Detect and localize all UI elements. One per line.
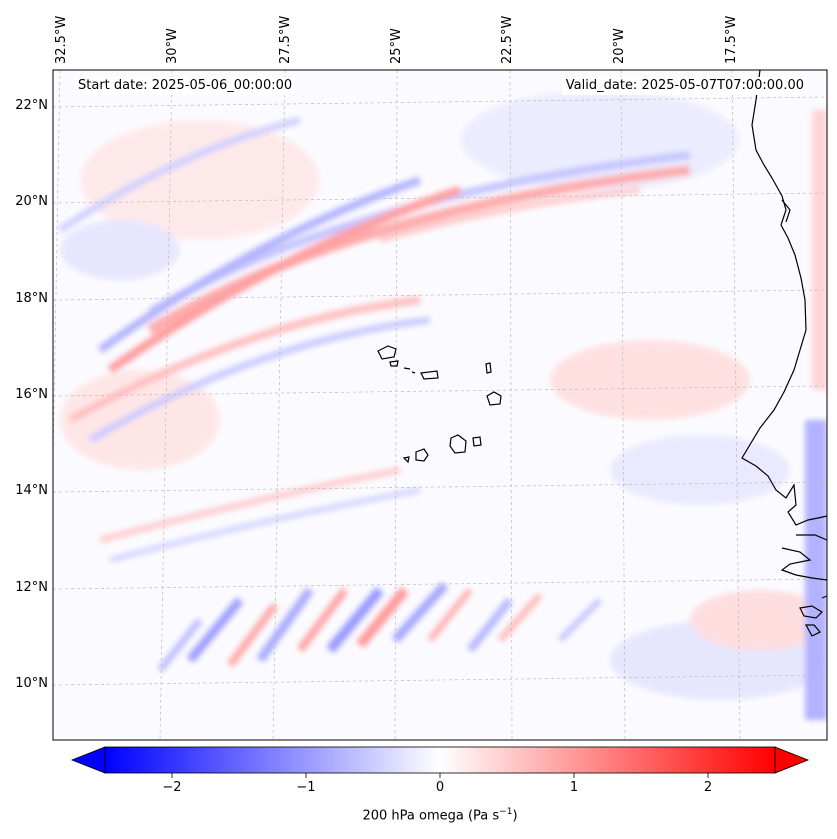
lat-label-12n: 12°N: [15, 580, 48, 595]
lat-label-20n: 20°N: [15, 194, 48, 209]
lat-label-14n: 14°N: [15, 483, 48, 498]
graticule: [53, 70, 827, 740]
african-coastline: [741, 69, 828, 637]
lon-label-27-5w: 27.5°W: [278, 15, 293, 64]
colorbar-gradient: [104, 746, 776, 774]
colorbar-tick-0: 0: [435, 780, 445, 795]
colorbar-title-text: 200 hPa omega (Pa s: [362, 808, 500, 824]
lon-label-32-5w: 32.5°W: [54, 15, 69, 64]
colorbar-tick-minus-2: −2: [162, 780, 182, 795]
colorbar-min-extend: [70, 746, 106, 774]
colorbar-title: 200 hPa omega (Pa s−1): [0, 807, 837, 823]
lat-label-16n: 16°N: [15, 387, 48, 402]
colorbar-tick-2: 2: [703, 780, 713, 795]
lon-label-17-5w: 17.5°W: [724, 15, 739, 64]
lat-label-22n: 22°N: [15, 98, 48, 113]
lon-label-30w: 30°W: [165, 28, 180, 64]
lon-label-25w: 25°W: [389, 28, 404, 64]
lat-label-18n: 18°N: [15, 291, 48, 306]
colorbar-tick-1: 1: [569, 780, 579, 795]
map-frame: [52, 69, 828, 741]
start-date-label: Start date: 2025-05-06_00:00:00: [74, 77, 297, 95]
colorbar-title-superscript: −1: [499, 807, 513, 817]
lon-label-22-5w: 22.5°W: [500, 15, 515, 64]
cape-verde-islands: [377, 345, 502, 464]
colorbar-tick-minus-1: −1: [296, 780, 316, 795]
colorbar-max-extend: [774, 746, 810, 774]
colorbar-title-suffix: ): [512, 808, 518, 824]
colorbar: [70, 746, 810, 778]
lat-label-10n: 10°N: [15, 676, 48, 691]
valid-date-label: Valid_date: 2025-05-07T07:00:00.00: [561, 77, 808, 95]
omega-field: [58, 90, 827, 720]
lon-label-20w: 20°W: [612, 28, 627, 64]
